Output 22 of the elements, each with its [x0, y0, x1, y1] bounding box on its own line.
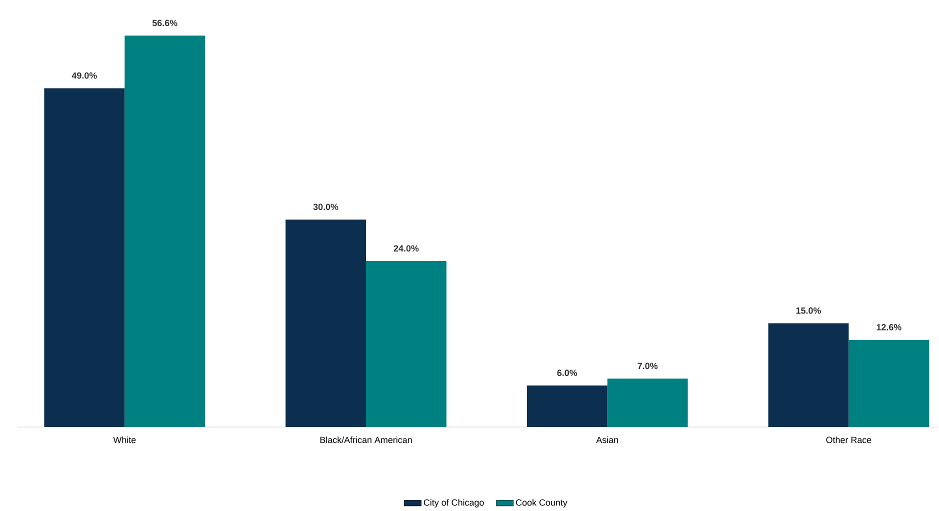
bar: [607, 378, 688, 427]
bar: [366, 261, 446, 427]
bar: [44, 88, 125, 427]
bar: [286, 220, 366, 427]
x-tick-label: Black/African American: [320, 436, 412, 444]
bar: [124, 36, 206, 427]
data-label: 49.0%: [72, 72, 97, 79]
data-label: 30.0%: [313, 204, 338, 210]
bar: [526, 386, 608, 427]
legend-label: Cook County: [516, 499, 568, 508]
bar: [768, 323, 849, 427]
legend-label: City of Chicago: [424, 499, 484, 508]
data-label: 6.0%: [557, 370, 578, 376]
data-label: 15.0%: [796, 307, 821, 314]
x-tick-label: White: [113, 436, 136, 444]
data-label: 12.6%: [876, 324, 902, 330]
bar: [848, 340, 930, 427]
x-tick-label: Other Race: [826, 436, 872, 444]
data-label: 24.0%: [394, 245, 419, 252]
data-label: 56.6%: [152, 20, 178, 26]
x-tick-label: Asian: [596, 436, 618, 444]
data-label: 7.0%: [638, 362, 658, 370]
